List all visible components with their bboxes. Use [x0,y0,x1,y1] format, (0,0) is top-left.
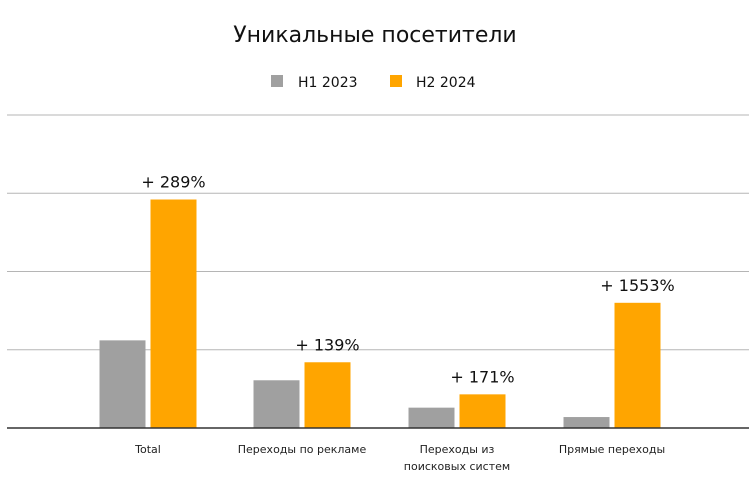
bar-h2-2024 [304,362,351,428]
bars [7,199,749,429]
category-label: Переходы из [420,443,495,456]
growth-label: + 1553% [600,276,674,295]
growth-label: + 139% [295,335,359,354]
category-label: Прямые переходы [559,443,665,456]
bar-annotations: + 289% + 139% + 171% + 1553% [141,173,674,387]
chart-title: Уникальные посетители [233,23,516,48]
bar-h1-2023 [99,340,146,428]
growth-label: + 289% [141,173,205,192]
bar-h2-2024 [150,199,197,428]
category-label: Total [134,443,161,456]
bar-h2-2024 [459,394,506,428]
legend-swatch-h1-2023 [271,75,283,87]
bar-h1-2023 [253,380,300,428]
legend-label-h2-2024: H2 2024 [416,75,476,91]
legend-label-h1-2023: H1 2023 [298,75,358,91]
bar-h2-2024 [614,302,661,428]
bar-h1-2023 [408,407,455,428]
category-label: поисковых систем [404,460,510,473]
legend-swatch-h2-2024 [390,75,402,87]
bar-h1-2023 [563,417,610,428]
category-labels: Total Переходы по рекламе Переходы из поиск… [134,443,665,473]
growth-label: + 171% [450,367,514,386]
category-label: Переходы по рекламе [238,443,367,456]
legend: H1 2023 H2 2024 [271,75,476,91]
